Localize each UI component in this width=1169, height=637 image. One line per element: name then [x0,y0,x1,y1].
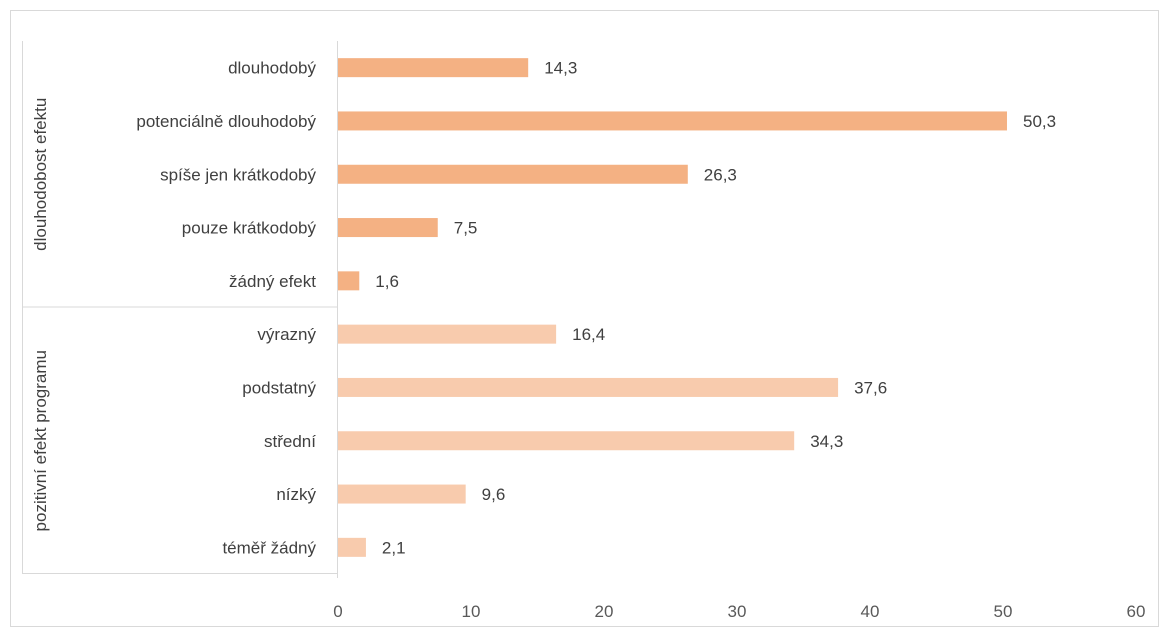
data-label: 1,6 [375,272,399,291]
x-tick-label: 50 [994,602,1013,621]
x-tick-label: 20 [595,602,614,621]
bar [338,218,438,238]
x-tick-label: 10 [462,602,481,621]
x-tick-label: 60 [1127,602,1146,621]
bar [338,271,360,291]
bar [338,537,366,557]
bar [338,431,795,451]
x-tick-label: 30 [728,602,747,621]
group-label: dlouhodobost efektu [31,98,50,251]
data-label: 7,5 [454,219,478,238]
x-tick-label: 0 [333,602,342,621]
category-label: potenciálně dlouhodobý [136,112,316,131]
category-label: dlouhodobý [228,59,316,78]
data-label: 9,6 [482,485,506,504]
data-label: 14,3 [544,59,577,78]
bar [338,164,688,184]
category-label: pouze krátkodobý [182,219,317,238]
category-label: nízký [276,485,316,504]
category-label: střední [264,432,316,451]
group-label: pozitivní efekt programu [31,350,50,531]
x-tick-label: 40 [861,602,880,621]
bar [338,111,1007,131]
bar [338,58,529,78]
bar [338,377,839,397]
bar [338,484,466,504]
category-label: výrazný [257,325,316,344]
data-label: 34,3 [810,432,843,451]
data-label: 50,3 [1023,112,1056,131]
data-label: 16,4 [572,325,605,344]
data-label: 2,1 [382,538,406,557]
bar [338,324,557,344]
data-label: 26,3 [704,165,737,184]
data-label: 37,6 [854,378,887,397]
category-label: téměř žádný [222,538,316,557]
category-label: spíše jen krátkodobý [160,165,316,184]
category-label: podstatný [242,378,316,397]
category-label: žádný efekt [229,272,316,291]
chart-frame [10,10,1159,627]
